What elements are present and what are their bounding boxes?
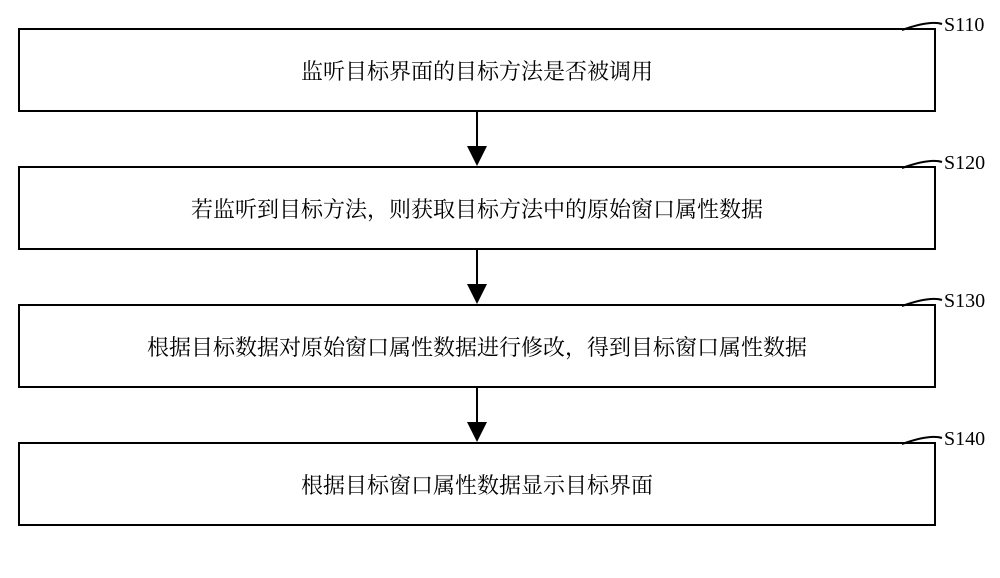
step-text: 若监听到目标方法，则获取目标方法中的原始窗口属性数据 [191, 193, 763, 224]
step-box-s120: 若监听到目标方法，则获取目标方法中的原始窗口属性数据 [18, 166, 936, 250]
step-text: 监听目标界面的目标方法是否被调用 [301, 55, 653, 86]
step-box-s140: 根据目标窗口属性数据显示目标界面 [18, 442, 936, 526]
step-text: 根据目标数据对原始窗口属性数据进行修改，得到目标窗口属性数据 [147, 331, 807, 362]
step-label-s130: S130 [944, 290, 985, 313]
step-box-s130: 根据目标数据对原始窗口属性数据进行修改，得到目标窗口属性数据 [18, 304, 936, 388]
step-label-s120: S120 [944, 152, 985, 175]
step-box-s110: 监听目标界面的目标方法是否被调用 [18, 28, 936, 112]
step-label-s110: S110 [944, 14, 984, 37]
step-text: 根据目标窗口属性数据显示目标界面 [301, 469, 653, 500]
step-label-s140: S140 [944, 428, 985, 451]
flowchart-canvas: 监听目标界面的目标方法是否被调用 S110 若监听到目标方法，则获取目标方法中的… [0, 0, 1000, 578]
